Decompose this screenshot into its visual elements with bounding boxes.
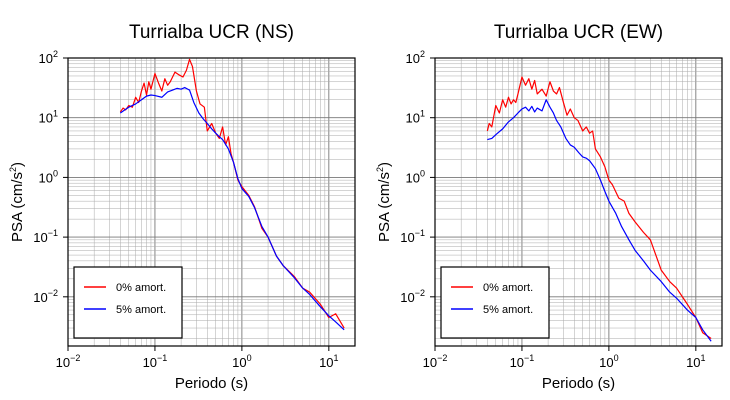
plot-frame bbox=[67, 57, 356, 347]
x-tick-label: 101 bbox=[319, 353, 338, 370]
x-tick-label: 10−1 bbox=[510, 353, 535, 370]
x-axis-label: Periodo (s) bbox=[542, 375, 615, 392]
x-tick-label: 100 bbox=[232, 353, 251, 370]
legend: 0% amort. 5% amort. bbox=[73, 266, 183, 339]
legend-label-1: 5% amort. bbox=[116, 304, 166, 316]
y-axis-label: PSA (cm/s2) bbox=[8, 162, 26, 242]
y-axis-label: PSA (cm/s2) bbox=[375, 162, 393, 242]
legend-label-0: 0% amort. bbox=[483, 282, 533, 294]
x-tick-label: 101 bbox=[686, 353, 705, 370]
legend-box bbox=[73, 266, 183, 339]
series-line-1 bbox=[120, 86, 345, 331]
x-tick-label: 10−1 bbox=[143, 353, 168, 370]
y-tick-label: 101 bbox=[406, 109, 425, 126]
y-tick-label: 10−2 bbox=[33, 288, 58, 305]
x-tick-label: 100 bbox=[599, 353, 618, 370]
y-tick-label: 102 bbox=[406, 49, 425, 66]
legend-label-1: 5% amort. bbox=[483, 304, 533, 316]
series-line-0 bbox=[486, 76, 712, 340]
y-tick-label: 101 bbox=[39, 109, 58, 126]
plot-frame bbox=[434, 57, 723, 347]
legend-label-0: 0% amort. bbox=[116, 282, 166, 294]
y-tick-label: 100 bbox=[39, 168, 58, 185]
x-tick-label: 10−2 bbox=[56, 353, 81, 370]
chart-title: Turrialba UCR (NS) bbox=[129, 22, 294, 43]
legend-box bbox=[440, 266, 550, 339]
chart-panel-1: 10−2 10−1 100 101 10−2 10−1 100 101 102 Turrialba… bbox=[375, 22, 723, 392]
chart-panel-0: 10−2 10−1 100 101 10−2 10−1 100 101 102 Turrialba… bbox=[8, 22, 356, 392]
y-tick-label: 10−1 bbox=[33, 228, 58, 245]
chart-title: Turrialba UCR (EW) bbox=[494, 22, 663, 43]
y-tick-label: 10−2 bbox=[400, 288, 425, 305]
x-axis-label: Periodo (s) bbox=[175, 375, 248, 392]
y-tick-label: 102 bbox=[39, 49, 58, 66]
x-tick-label: 10−2 bbox=[423, 353, 448, 370]
legend: 0% amort. 5% amort. bbox=[440, 266, 550, 339]
series-line-1 bbox=[487, 99, 712, 342]
y-tick-label: 100 bbox=[406, 168, 425, 185]
y-tick-label: 10−1 bbox=[400, 228, 425, 245]
